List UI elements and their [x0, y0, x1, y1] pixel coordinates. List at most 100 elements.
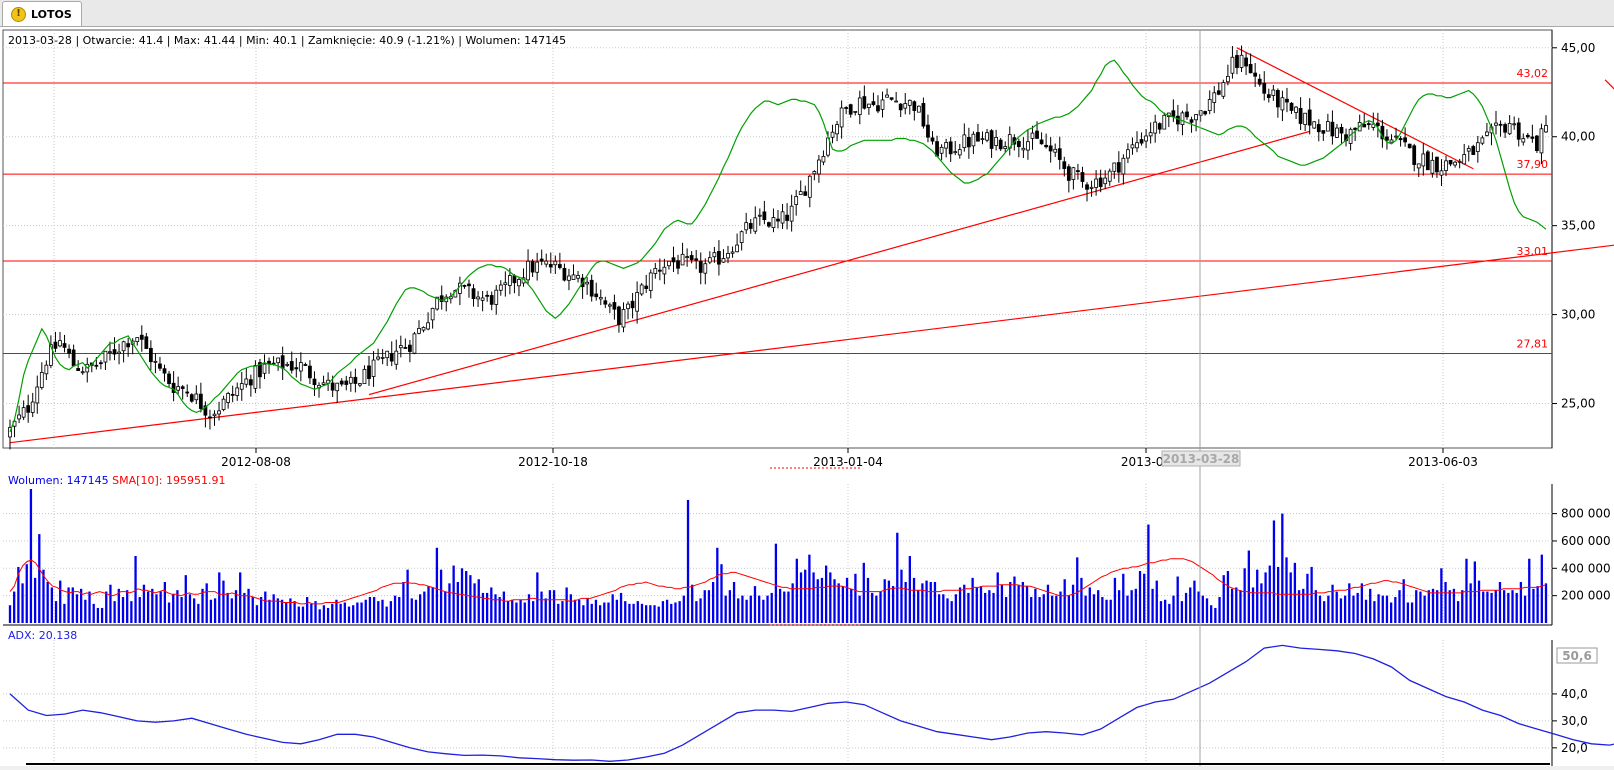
volume-bar	[958, 587, 962, 623]
candle-body	[112, 349, 117, 355]
volume-bar	[1230, 588, 1234, 623]
volume-bar	[937, 594, 941, 623]
candle-body	[871, 101, 876, 105]
candle-body	[598, 296, 603, 300]
candle-body	[526, 260, 530, 281]
candle-body	[144, 336, 149, 349]
candle-body	[1362, 123, 1367, 128]
volume-bar	[925, 580, 928, 623]
candle-body	[298, 362, 303, 372]
tab-label: LOTOS	[31, 7, 72, 21]
candle-body	[480, 297, 485, 301]
volume-bar	[565, 587, 568, 623]
volume-bar	[1323, 601, 1326, 623]
volume-bar	[96, 607, 100, 623]
candle-body	[1121, 157, 1126, 175]
candle-body	[248, 379, 253, 386]
volume-bar	[670, 603, 673, 623]
y-tick-label: 35,00	[1561, 219, 1595, 233]
volume-bar	[707, 590, 711, 623]
volume-bar	[130, 601, 133, 623]
volume-bar	[1482, 591, 1485, 623]
volume-bar	[971, 577, 974, 623]
volume-bar	[1532, 588, 1535, 623]
volume-bar	[71, 587, 74, 623]
volume-bar	[155, 594, 158, 623]
volume-bar	[737, 598, 740, 623]
candle-body	[1089, 186, 1094, 189]
candle-body	[1171, 110, 1176, 117]
volume-tick-label: 400 000	[1561, 561, 1611, 575]
candle-body	[1444, 160, 1448, 171]
volume-bar	[1268, 565, 1271, 623]
volume-bar	[686, 499, 690, 623]
volume-bar	[138, 597, 141, 623]
candle-body	[185, 391, 190, 394]
candle-body	[1521, 138, 1526, 143]
volume-bar	[406, 569, 409, 623]
price-panel[interactable]	[2, 29, 1553, 449]
cursor-date-label: 2013-03-28	[1163, 452, 1240, 466]
candle-body	[1412, 145, 1417, 165]
volume-bar	[1017, 584, 1020, 623]
adx-panel[interactable]	[3, 628, 1552, 766]
trend-line[interactable]	[1604, 79, 1614, 176]
volume-bar	[1511, 590, 1514, 623]
candle-body	[230, 393, 235, 396]
volume-bar	[615, 599, 619, 623]
volume-bar	[674, 602, 677, 623]
volume-bar	[1105, 599, 1108, 623]
candle-body	[389, 353, 394, 362]
volume-bar	[1088, 587, 1091, 623]
candle-body	[403, 347, 408, 349]
candle-body	[371, 359, 376, 377]
volume-bar	[950, 601, 953, 623]
candle-body	[1280, 97, 1285, 111]
volume-bar	[59, 580, 62, 623]
candle-body	[1062, 161, 1067, 169]
volume-bar	[1494, 590, 1497, 623]
volume-bar	[469, 575, 472, 623]
volume-bar	[728, 590, 732, 623]
candle-body	[894, 100, 899, 103]
candle-body	[471, 288, 476, 299]
candle-body	[962, 134, 967, 148]
candle-body	[1466, 148, 1471, 152]
volume-bar	[979, 586, 983, 623]
volume-bar	[883, 579, 886, 623]
volume-bar	[134, 556, 137, 623]
candle-body	[285, 363, 290, 366]
volume-bar	[804, 569, 807, 623]
volume-bar	[799, 572, 803, 623]
candle-body	[376, 356, 380, 360]
volume-bar	[699, 598, 702, 623]
adx-readout-box	[1556, 647, 1598, 664]
candle-body	[607, 304, 612, 307]
candle-body	[1194, 114, 1198, 121]
candle-body	[1080, 172, 1085, 182]
volume-bar	[255, 605, 259, 623]
candle-body	[367, 365, 371, 379]
candle-body	[308, 365, 312, 379]
candle-body	[212, 413, 217, 417]
candle-body	[903, 103, 908, 109]
volume-bar	[347, 606, 351, 623]
volume-bar	[917, 590, 920, 623]
tab-lotos[interactable]: ! LOTOS	[2, 1, 82, 26]
trend-line[interactable]	[9, 235, 1614, 444]
volume-bar	[1490, 592, 1493, 623]
volume-bar	[452, 565, 455, 623]
chart-area[interactable]: 43,02 37,90 33,01 27,81 45,00 40,00 35,00 30,0…	[0, 27, 1614, 766]
volume-bar	[280, 599, 284, 623]
volume-bar	[335, 599, 338, 623]
volume-tick-label: 600 000	[1561, 534, 1611, 548]
volume-bar	[1159, 601, 1163, 623]
candle-body	[476, 296, 480, 300]
candle-body	[889, 97, 894, 100]
candle-body	[703, 263, 708, 274]
trend-line[interactable]	[368, 130, 1310, 396]
volume-bar	[1205, 598, 1209, 623]
trend-line[interactable]	[1236, 47, 1474, 170]
volume-bar	[573, 599, 577, 623]
